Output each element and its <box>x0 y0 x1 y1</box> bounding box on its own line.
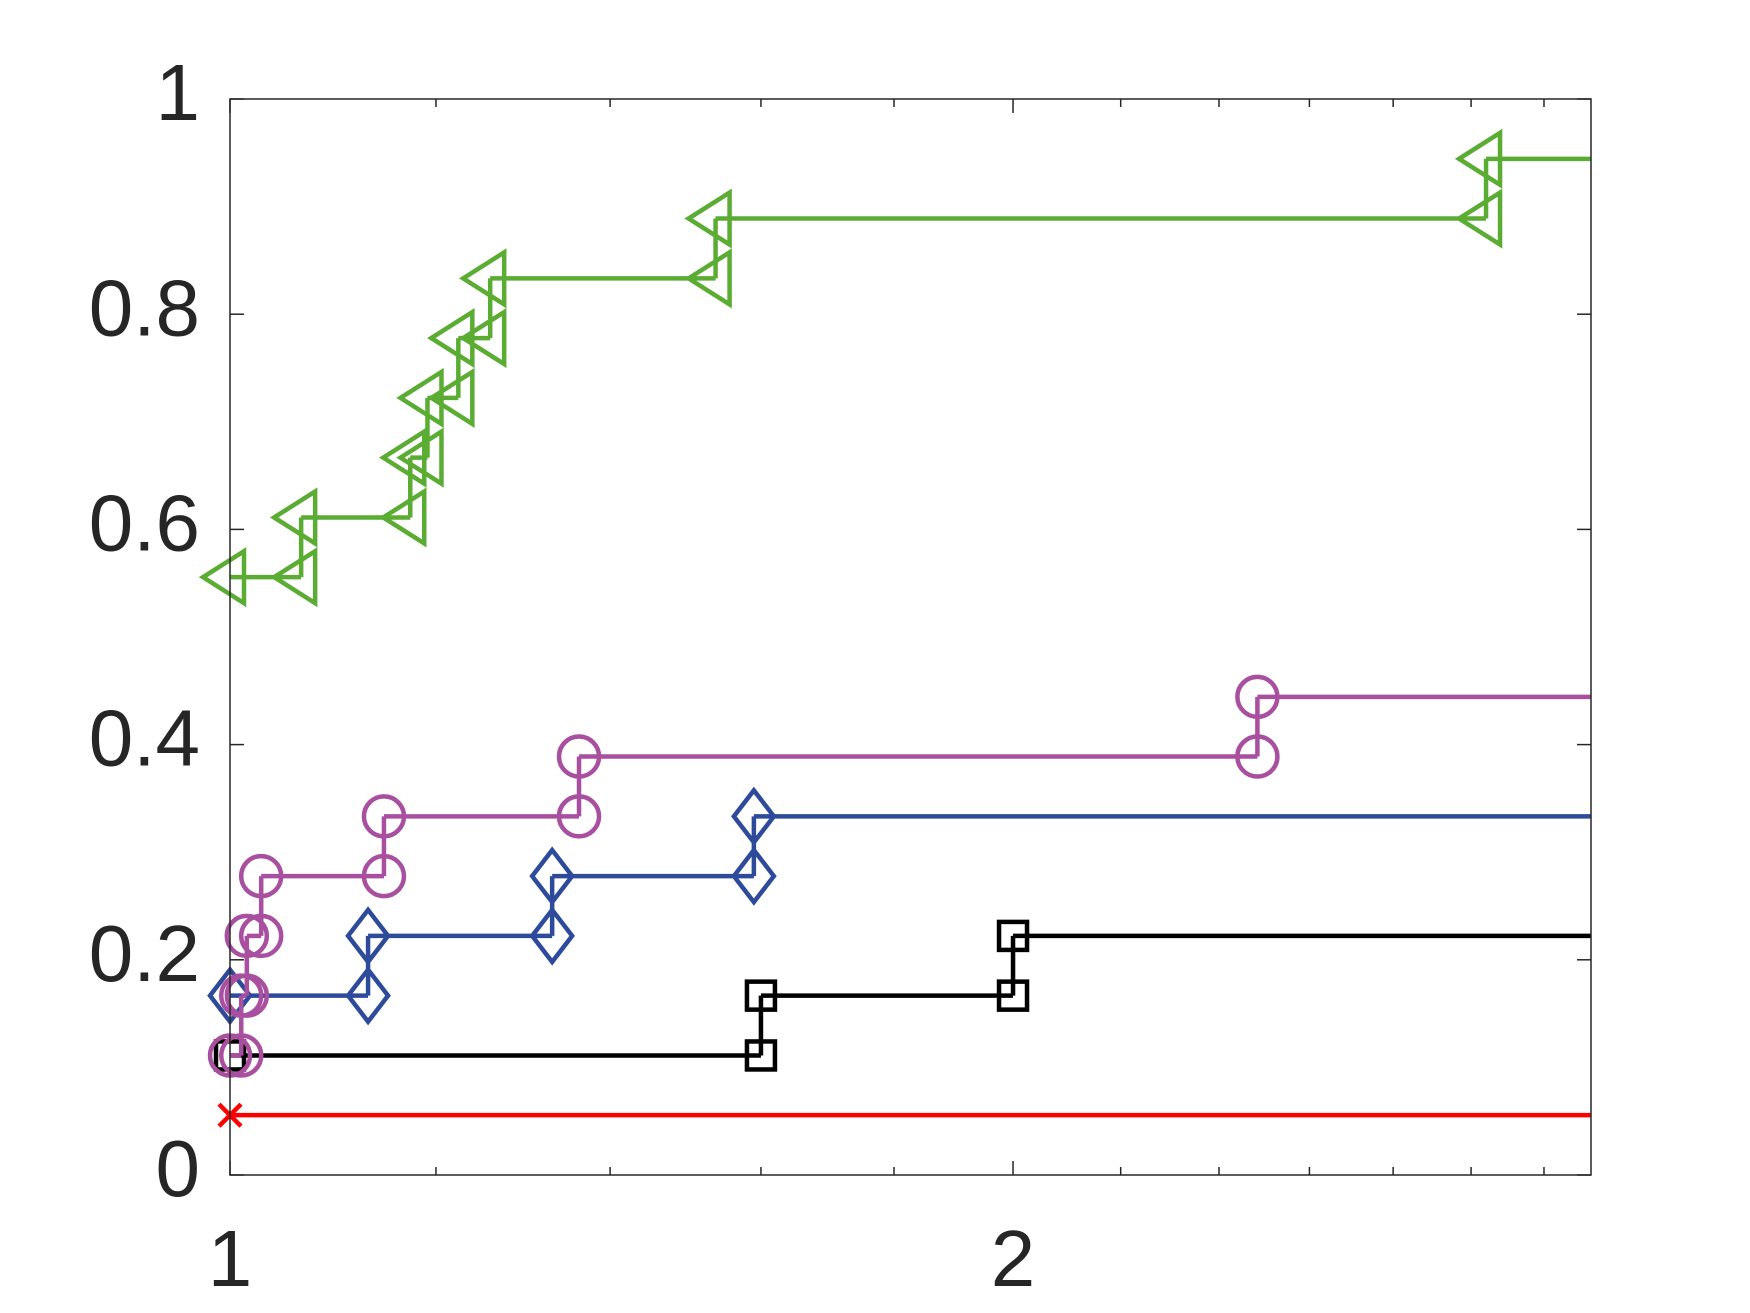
marker <box>1235 734 1280 779</box>
marker <box>529 906 575 966</box>
marker <box>207 965 253 1026</box>
marker <box>744 1039 778 1072</box>
marker <box>238 853 284 899</box>
y-tick-label: 0.2 <box>89 909 200 998</box>
marker <box>427 367 475 429</box>
marker <box>218 1033 264 1078</box>
marker <box>224 973 270 1018</box>
marker <box>361 794 407 839</box>
y-tick-label: 0.4 <box>89 694 200 783</box>
marker <box>224 913 270 959</box>
y-tick-label: 0.6 <box>89 479 200 568</box>
marker <box>744 979 778 1012</box>
plot-area <box>198 128 1591 1128</box>
marker <box>396 367 444 429</box>
marker <box>731 786 777 847</box>
marker <box>684 188 732 249</box>
marker <box>529 846 575 906</box>
marker <box>345 965 391 1026</box>
marker <box>238 913 284 959</box>
marker <box>379 487 427 548</box>
marker <box>731 846 777 906</box>
marker <box>1454 188 1503 249</box>
marker <box>684 248 732 309</box>
y-tick-label: 0 <box>156 1124 201 1213</box>
marker <box>1235 674 1280 720</box>
marker <box>379 427 427 488</box>
x-tick-label: 2 <box>991 1214 1036 1303</box>
marker <box>269 547 318 608</box>
marker <box>269 487 318 548</box>
marker <box>1454 128 1503 189</box>
y-tick-label: 1 <box>156 48 201 137</box>
marker <box>345 906 391 966</box>
marker <box>458 307 507 369</box>
marker <box>198 547 247 608</box>
marker <box>396 427 444 488</box>
marker <box>427 307 475 369</box>
marker <box>458 248 507 309</box>
marker <box>996 979 1030 1012</box>
marker <box>556 794 602 839</box>
axes-box <box>229 98 1592 1176</box>
x-tick-label: 1 <box>208 1214 253 1303</box>
marker <box>361 853 407 899</box>
y-tick-label: 0.8 <box>89 263 200 352</box>
marker <box>556 734 602 779</box>
marker <box>996 919 1030 953</box>
